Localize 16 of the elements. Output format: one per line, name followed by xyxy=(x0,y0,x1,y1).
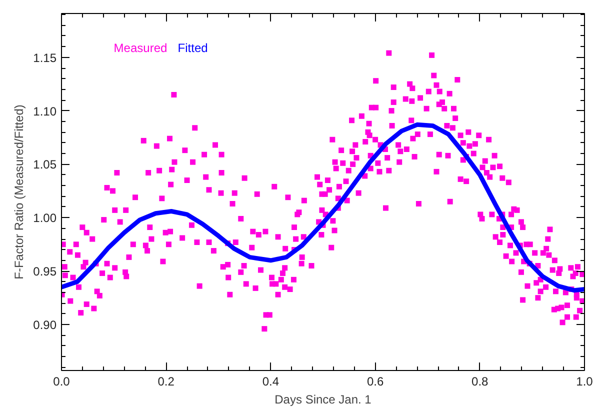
x-tick-label: 1.0 xyxy=(576,374,593,388)
y-tick-label: 0.90 xyxy=(33,318,57,332)
y-axis-title: F-Factor Ratio (Measured/Fitted) xyxy=(12,104,26,280)
x-axis-title: Days Since Jan. 1 xyxy=(274,392,372,406)
y-tick-label: 1.05 xyxy=(33,158,57,172)
x-tick-label: 0.4 xyxy=(262,374,280,388)
x-tick-label: 0.6 xyxy=(366,374,384,388)
text: Measured xyxy=(114,40,168,55)
x-tick-label: 0.2 xyxy=(158,374,175,388)
x-tick-label: 0.8 xyxy=(472,374,489,388)
y-tick-label: 0.95 xyxy=(33,264,57,279)
text: Fitted xyxy=(178,40,208,55)
x-tick-label: 0.0 xyxy=(53,374,70,388)
y-tick-label: 1.00 xyxy=(33,211,57,226)
y-tick-label: 1.15 xyxy=(33,50,57,65)
y-tick-label: 1.10 xyxy=(33,104,57,118)
